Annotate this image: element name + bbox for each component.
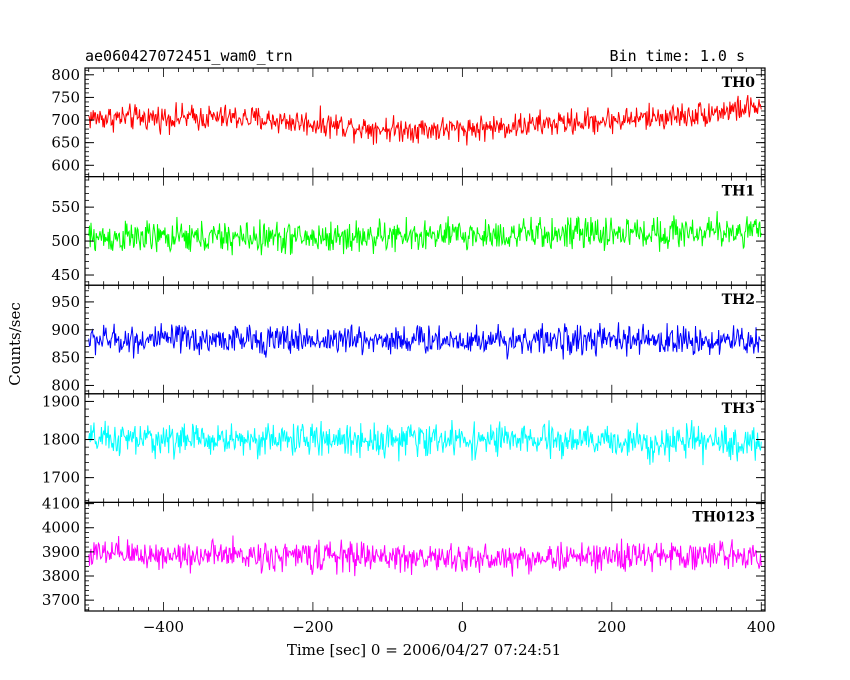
series-line-th0 bbox=[88, 94, 762, 146]
y-tick-label: 3900 bbox=[42, 543, 80, 561]
y-tick-label: 950 bbox=[51, 293, 80, 311]
x-tick-label: 400 bbox=[747, 618, 776, 636]
panel-label-th3: TH3 bbox=[722, 401, 755, 417]
y-tick-label: 600 bbox=[51, 156, 80, 174]
x-tick-label: −200 bbox=[292, 618, 333, 636]
panel-th0123: 3700 3800 3900 4000 4100 TH0123 bbox=[42, 495, 766, 612]
y-tick-label: 1800 bbox=[42, 431, 80, 449]
panel-label-th0123: TH0123 bbox=[692, 509, 755, 525]
y-tick-label: 800 bbox=[51, 376, 80, 394]
y-tick-label: 750 bbox=[51, 88, 80, 106]
chart-title: ae060427072451_wam0_trn bbox=[85, 47, 293, 65]
y-tick-label: 450 bbox=[51, 266, 80, 284]
y-tick-label: 550 bbox=[51, 198, 80, 216]
panel-label-th1: TH1 bbox=[722, 184, 755, 200]
y-tick-label: 900 bbox=[51, 321, 80, 339]
panel-th1: 450 500 550 TH1 bbox=[51, 176, 766, 286]
series-line-th1 bbox=[88, 211, 762, 256]
y-tick-label: 1900 bbox=[42, 392, 80, 410]
y-tick-label: 800 bbox=[51, 66, 80, 84]
y-tick-label: 500 bbox=[51, 232, 80, 250]
y-tick-label: 1700 bbox=[42, 469, 80, 487]
y-tick-label: 4100 bbox=[42, 495, 80, 513]
bin-time-label: Bin time: 1.0 s bbox=[610, 47, 745, 65]
panels-group: 600 650 700 750 800 TH0 450 500 550 TH1 800 850 900 9… bbox=[42, 66, 766, 612]
series-line-th3 bbox=[88, 419, 762, 466]
x-axis-title: Time [sec] 0 = 2006/04/27 07:24:51 bbox=[287, 641, 561, 659]
y-tick-label: 3800 bbox=[42, 567, 80, 585]
y-tick-label: 850 bbox=[51, 349, 80, 367]
x-axis: −400 −200 0 200 400 bbox=[143, 618, 776, 636]
panel-th0: 600 650 700 750 800 TH0 bbox=[51, 66, 766, 178]
x-tick-label: 0 bbox=[458, 618, 468, 636]
panel-th3: 1700 1800 1900 TH3 bbox=[42, 392, 766, 503]
y-axis-title: Counts/sec bbox=[6, 302, 24, 386]
y-tick-label: 650 bbox=[51, 134, 80, 152]
y-tick-label: 700 bbox=[51, 111, 80, 129]
x-tick-label: −400 bbox=[143, 618, 184, 636]
y-tick-label: 3700 bbox=[42, 591, 80, 609]
series-line-th0123 bbox=[88, 535, 762, 577]
panel-th2: 800 850 900 950 TH2 bbox=[51, 284, 766, 394]
panel-label-th2: TH2 bbox=[722, 292, 755, 308]
series-line-th2 bbox=[88, 322, 762, 360]
panel-frame bbox=[84, 501, 766, 612]
y-tick-label: 4000 bbox=[42, 519, 80, 537]
panel-label-th0: TH0 bbox=[722, 75, 756, 91]
x-tick-label: 200 bbox=[597, 618, 626, 636]
